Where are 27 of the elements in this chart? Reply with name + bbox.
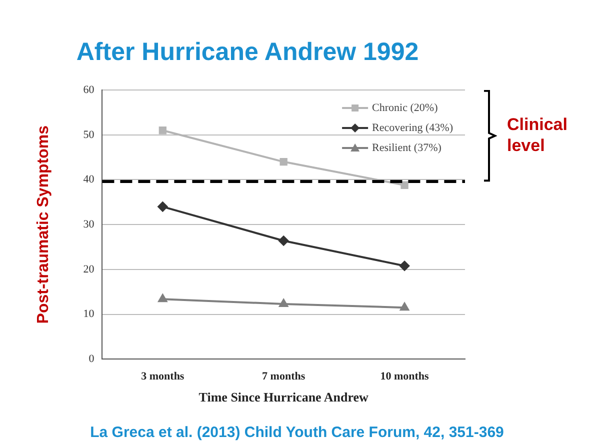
x-axis-title: Time Since Hurricane Andrew — [198, 390, 370, 405]
legend-label: Resilient (37%) — [372, 142, 442, 154]
point — [280, 158, 288, 166]
chart-title: After Hurricane Andrew 1992 — [76, 38, 419, 66]
point — [158, 202, 168, 212]
point — [279, 299, 288, 308]
point — [400, 181, 408, 189]
y-tick-label: 20 — [83, 263, 95, 276]
x-tick-label: 3 months — [141, 370, 185, 383]
point — [278, 236, 289, 246]
point — [400, 302, 409, 311]
point — [158, 126, 166, 134]
legend-label: Recovering (43%) — [372, 122, 454, 134]
point — [158, 294, 168, 302]
y-tick-label: 10 — [83, 308, 95, 320]
y-tick-label: 30 — [83, 218, 95, 230]
y-tick-label: 0 — [88, 353, 95, 366]
legend-label: Chronic (20%) — [372, 102, 438, 114]
x-tick-label: 7 months — [262, 370, 306, 383]
y-tick-label: 60 — [83, 84, 95, 96]
point — [400, 260, 410, 271]
y-axis-title: Post-traumatic Symptoms — [35, 125, 52, 324]
y-tick-label: 50 — [83, 128, 95, 141]
x-tick-label: 10 months — [380, 370, 430, 383]
text: La Greca et al. (2013) Child Youth Care Forum, 42, 351-369 — [90, 424, 504, 441]
y-tick-label: 40 — [83, 174, 95, 186]
ref-line-label: Clinical level — [507, 114, 568, 155]
